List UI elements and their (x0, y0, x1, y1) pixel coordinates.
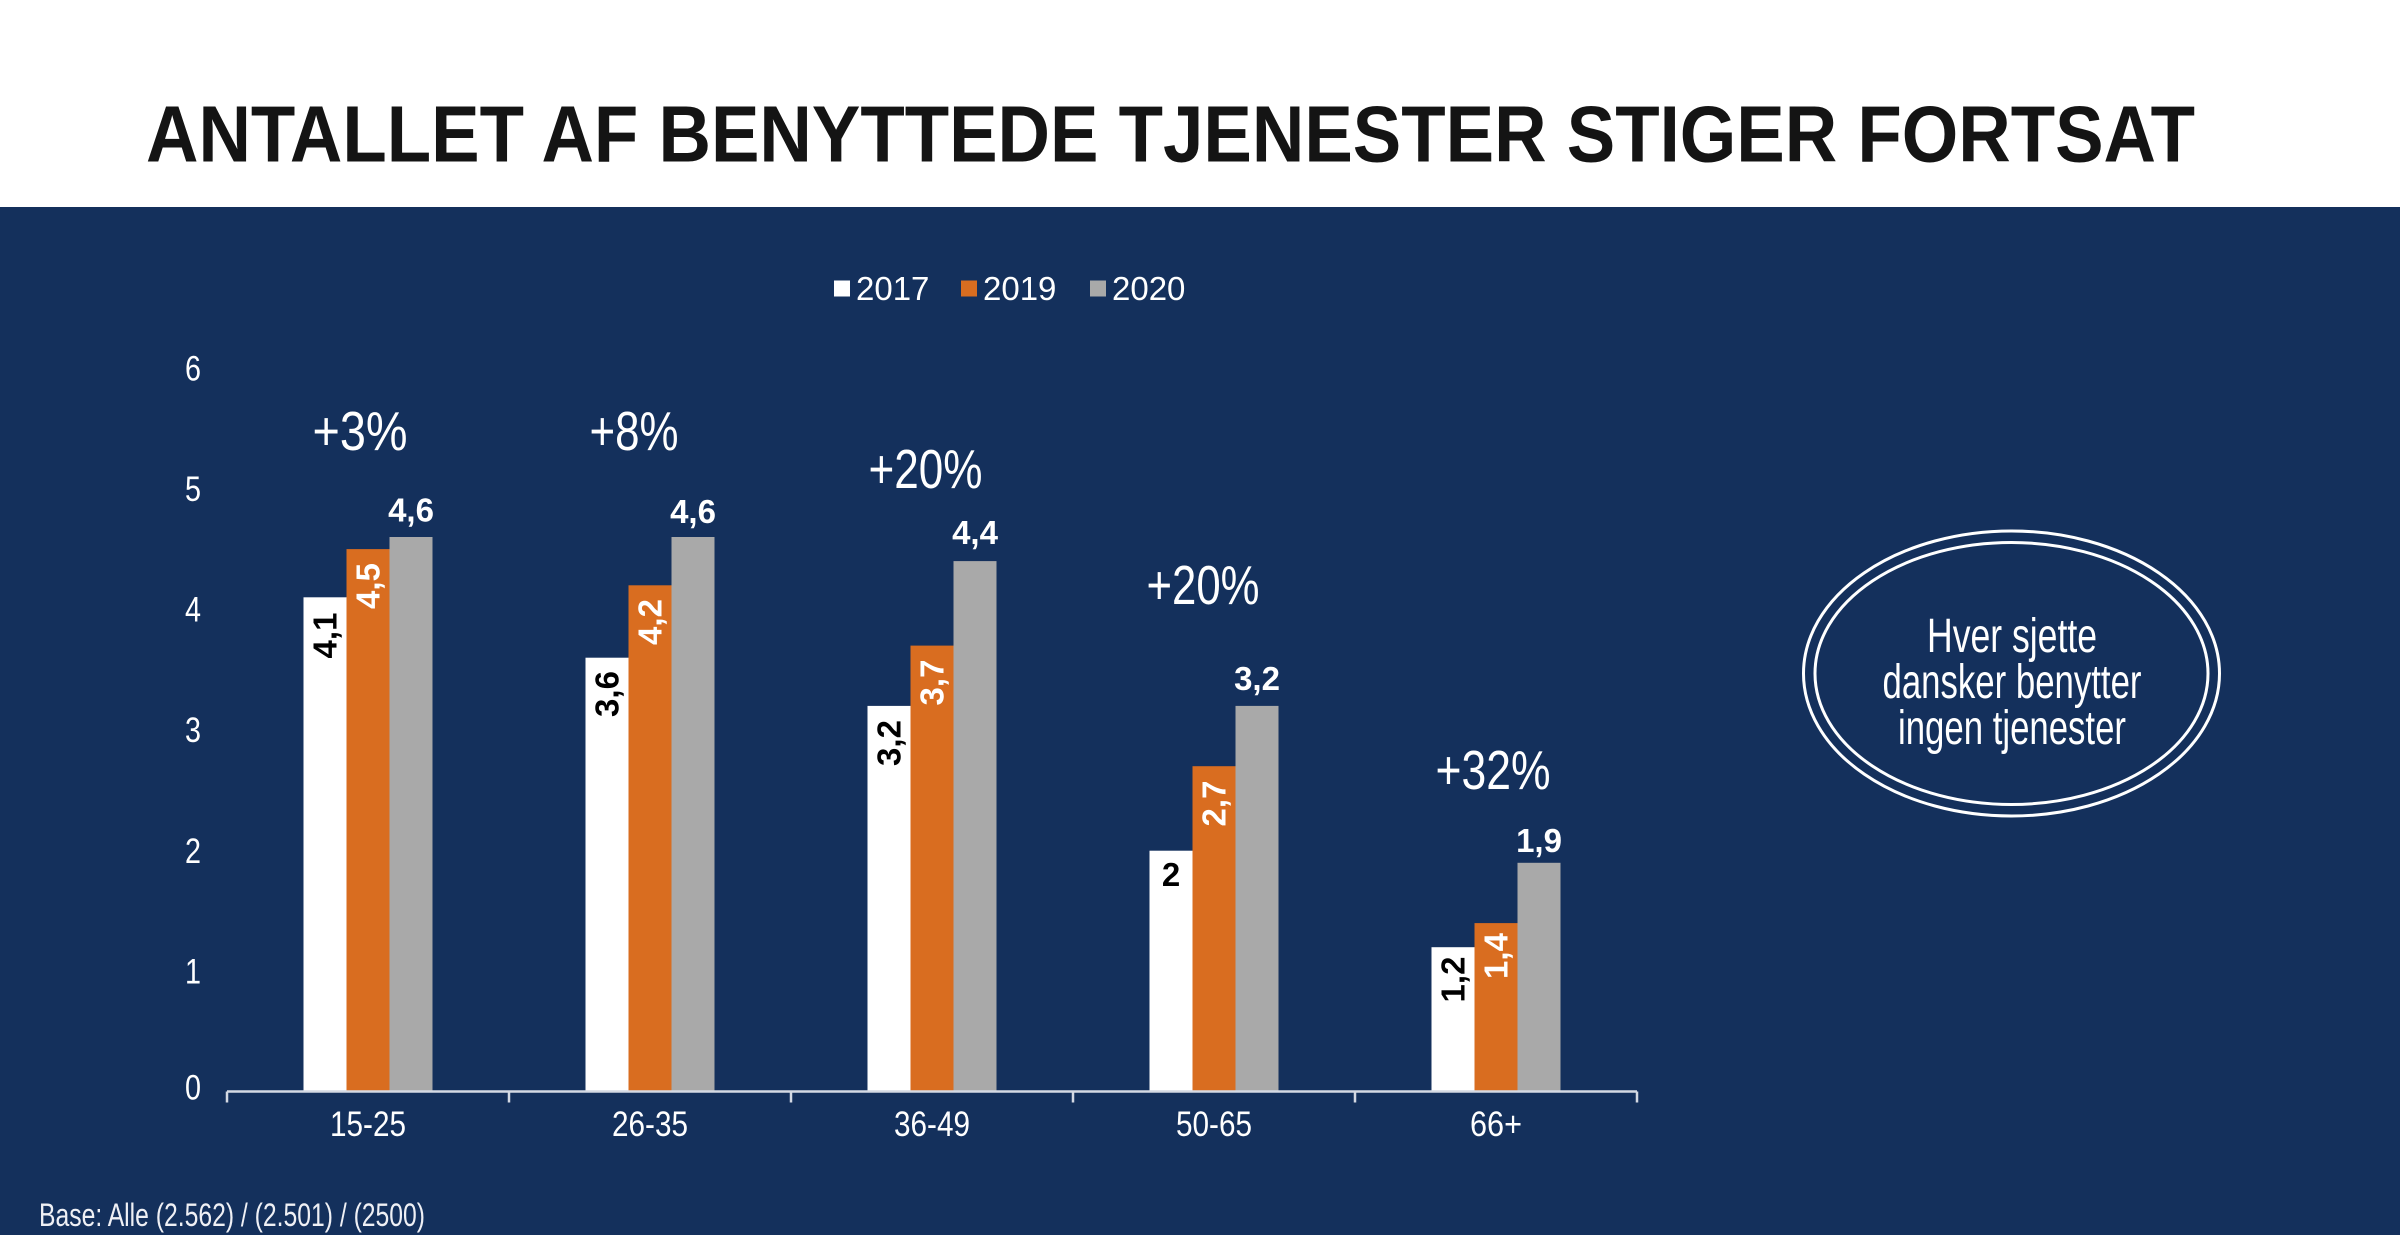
svg-text:4,6: 4,6 (388, 492, 434, 529)
svg-text:+20%: +20% (1147, 554, 1260, 616)
svg-text:+32%: +32% (1436, 739, 1551, 801)
svg-text:5: 5 (185, 470, 201, 509)
svg-text:1,2: 1,2 (1434, 957, 1471, 1003)
svg-text:4,2: 4,2 (631, 599, 668, 645)
svg-text:15-25: 15-25 (330, 1105, 406, 1144)
svg-text:2019: 2019 (983, 270, 1056, 307)
svg-text:36-49: 36-49 (894, 1105, 970, 1144)
svg-text:3,2: 3,2 (1234, 660, 1280, 697)
svg-text:+3%: +3% (313, 400, 408, 462)
svg-text:1,4: 1,4 (1477, 932, 1514, 979)
svg-text:2,7: 2,7 (1195, 781, 1232, 827)
svg-text:6: 6 (185, 349, 201, 388)
svg-text:4,5: 4,5 (349, 563, 386, 609)
svg-text:Hver sjette: Hver sjette (1927, 610, 2097, 663)
svg-text:26-35: 26-35 (612, 1105, 688, 1144)
svg-text:0: 0 (185, 1069, 201, 1108)
svg-text:1: 1 (185, 953, 201, 992)
svg-text:3,2: 3,2 (870, 720, 907, 766)
svg-text:2: 2 (1162, 856, 1180, 893)
svg-text:4: 4 (185, 591, 201, 630)
svg-text:dansker benytter: dansker benytter (1883, 656, 2142, 709)
svg-text:50-65: 50-65 (1176, 1105, 1252, 1144)
svg-text:Base: Alle (2.562) / (2.501) /: Base: Alle (2.562) / (2.501) / (2500) (39, 1197, 425, 1233)
svg-text:4,6: 4,6 (670, 493, 716, 530)
svg-text:ANTALLET AF BENYTTEDE TJENESTE: ANTALLET AF BENYTTEDE TJENESTER STIGER F… (146, 90, 2195, 179)
svg-text:4,1: 4,1 (306, 613, 343, 659)
svg-text:+8%: +8% (590, 400, 679, 462)
svg-text:ingen tjenester: ingen tjenester (1898, 702, 2126, 755)
svg-text:4,4: 4,4 (952, 514, 999, 551)
svg-text:3: 3 (185, 711, 201, 750)
svg-text:2017: 2017 (856, 270, 929, 307)
svg-text:2: 2 (185, 832, 201, 871)
svg-text:1,9: 1,9 (1516, 822, 1562, 859)
svg-text:3,7: 3,7 (913, 660, 950, 706)
svg-text:66+: 66+ (1470, 1105, 1522, 1144)
svg-text:3,6: 3,6 (588, 671, 625, 717)
svg-text:+20%: +20% (869, 438, 983, 500)
svg-text:2020: 2020 (1112, 270, 1185, 307)
